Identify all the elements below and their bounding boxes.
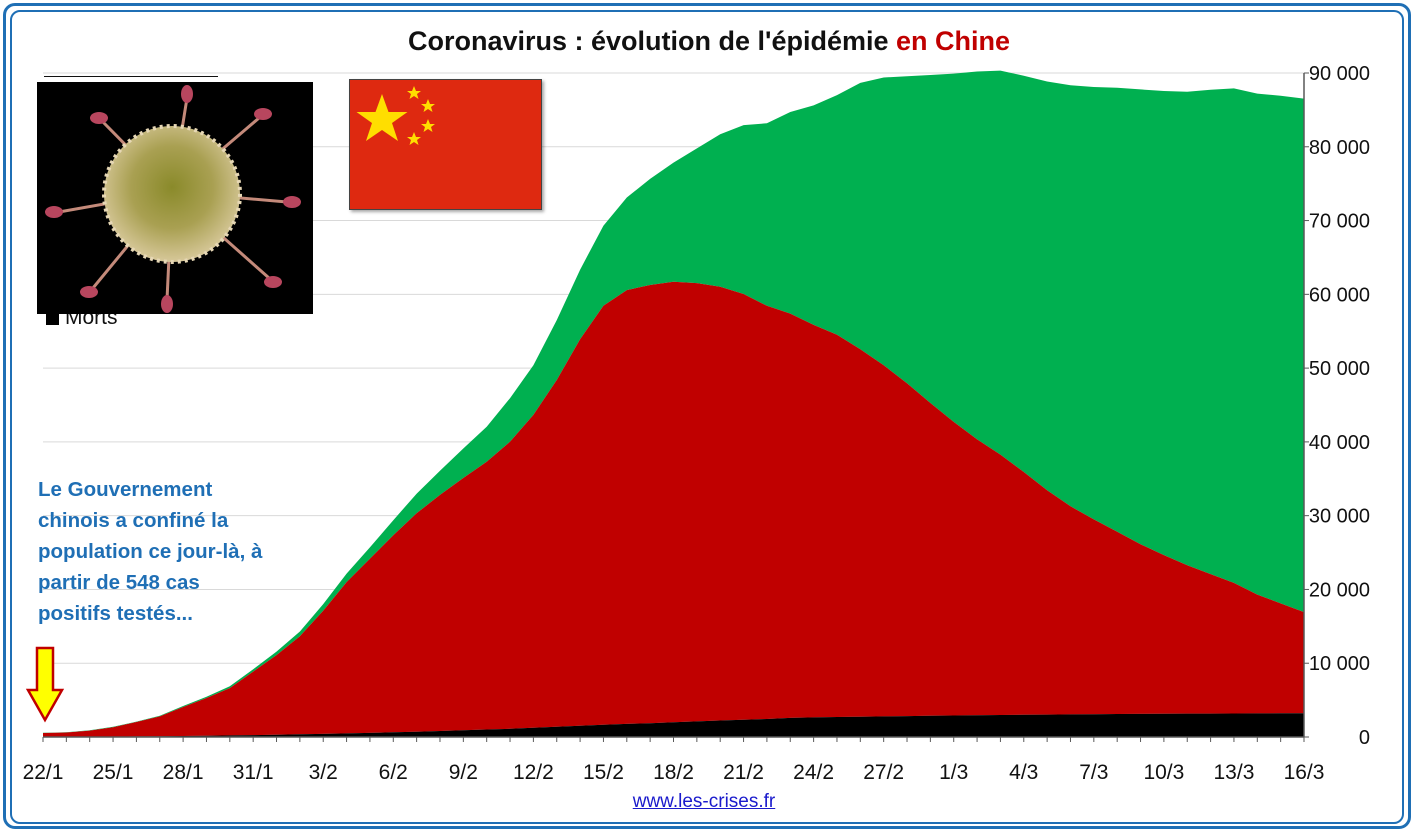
y-tick-label: 90 000 (1309, 63, 1370, 85)
x-tick-label: 22/1 (23, 761, 64, 784)
area-recovered (43, 70, 1304, 734)
y-tick-label: 70 000 (1309, 211, 1370, 233)
chart-title-main: Coronavirus : évolution de l'épidémie (407, 26, 896, 56)
x-tick-label: 9/2 (449, 761, 478, 784)
area-active (43, 281, 1304, 737)
x-tick-label: 6/2 (379, 761, 408, 784)
outer-frame (3, 3, 1411, 829)
x-tick-label: 24/2 (793, 761, 834, 784)
china-flag (349, 79, 542, 210)
x-tick-label: 10/3 (1143, 761, 1184, 784)
source-link[interactable]: www.les-crises.fr (632, 791, 776, 812)
x-tick-label: 18/2 (653, 761, 694, 784)
y-tick-label: 80 000 (1309, 137, 1370, 159)
x-tick-label: 25/1 (93, 761, 134, 784)
x-axis (42, 72, 1309, 742)
x-tick-label: 3/2 (309, 761, 338, 784)
x-tick-label: 28/1 (163, 761, 204, 784)
y-tick-label: 50 000 (1309, 358, 1370, 380)
x-tick-label: 31/1 (233, 761, 274, 784)
x-tick-label: 27/2 (863, 761, 904, 784)
down-arrow-icon (25, 646, 65, 723)
x-tick-label: 16/3 (1284, 761, 1325, 784)
y-tick-label: 0 (1359, 727, 1370, 749)
area-deaths (43, 713, 1304, 737)
x-tick-label: 4/3 (1009, 761, 1038, 784)
y-tick-label: 20 000 (1309, 579, 1370, 601)
x-tick-label: 13/3 (1214, 761, 1255, 784)
x-tick-labels: 22/1 25/1 28/1 31/1 3/2 6/2 9/2 12/2 15/2 18/2 21/… (23, 761, 1325, 784)
x-tick-label: 12/2 (513, 761, 554, 784)
chart-areas (43, 70, 1304, 737)
y-tick-label: 60 000 (1309, 284, 1370, 306)
x-tick-label: 7/3 (1079, 761, 1108, 784)
y-tick-labels: 0 10 000 20 000 30 000 40 000 50 000 60 000 70 … (1309, 63, 1370, 749)
x-tick-label: 21/2 (723, 761, 764, 784)
legend-divider (44, 76, 218, 77)
y-tick-label: 40 000 (1309, 432, 1370, 454)
y-tick-label: 10 000 (1309, 653, 1370, 675)
inner-frame (10, 10, 1404, 824)
lockdown-annotation: Le Gouvernement chinois a confiné la pop… (38, 478, 263, 625)
legend-swatch-morts (46, 311, 59, 325)
chart-title: Coronavirus : évolution de l'épidémie en… (0, 26, 1418, 57)
x-tick-label: 15/2 (583, 761, 624, 784)
chart-title-accent: en Chine (896, 26, 1011, 56)
x-tick-label: 1/3 (939, 761, 968, 784)
y-tick-label: 30 000 (1309, 506, 1370, 528)
coronavirus-image (37, 82, 313, 314)
